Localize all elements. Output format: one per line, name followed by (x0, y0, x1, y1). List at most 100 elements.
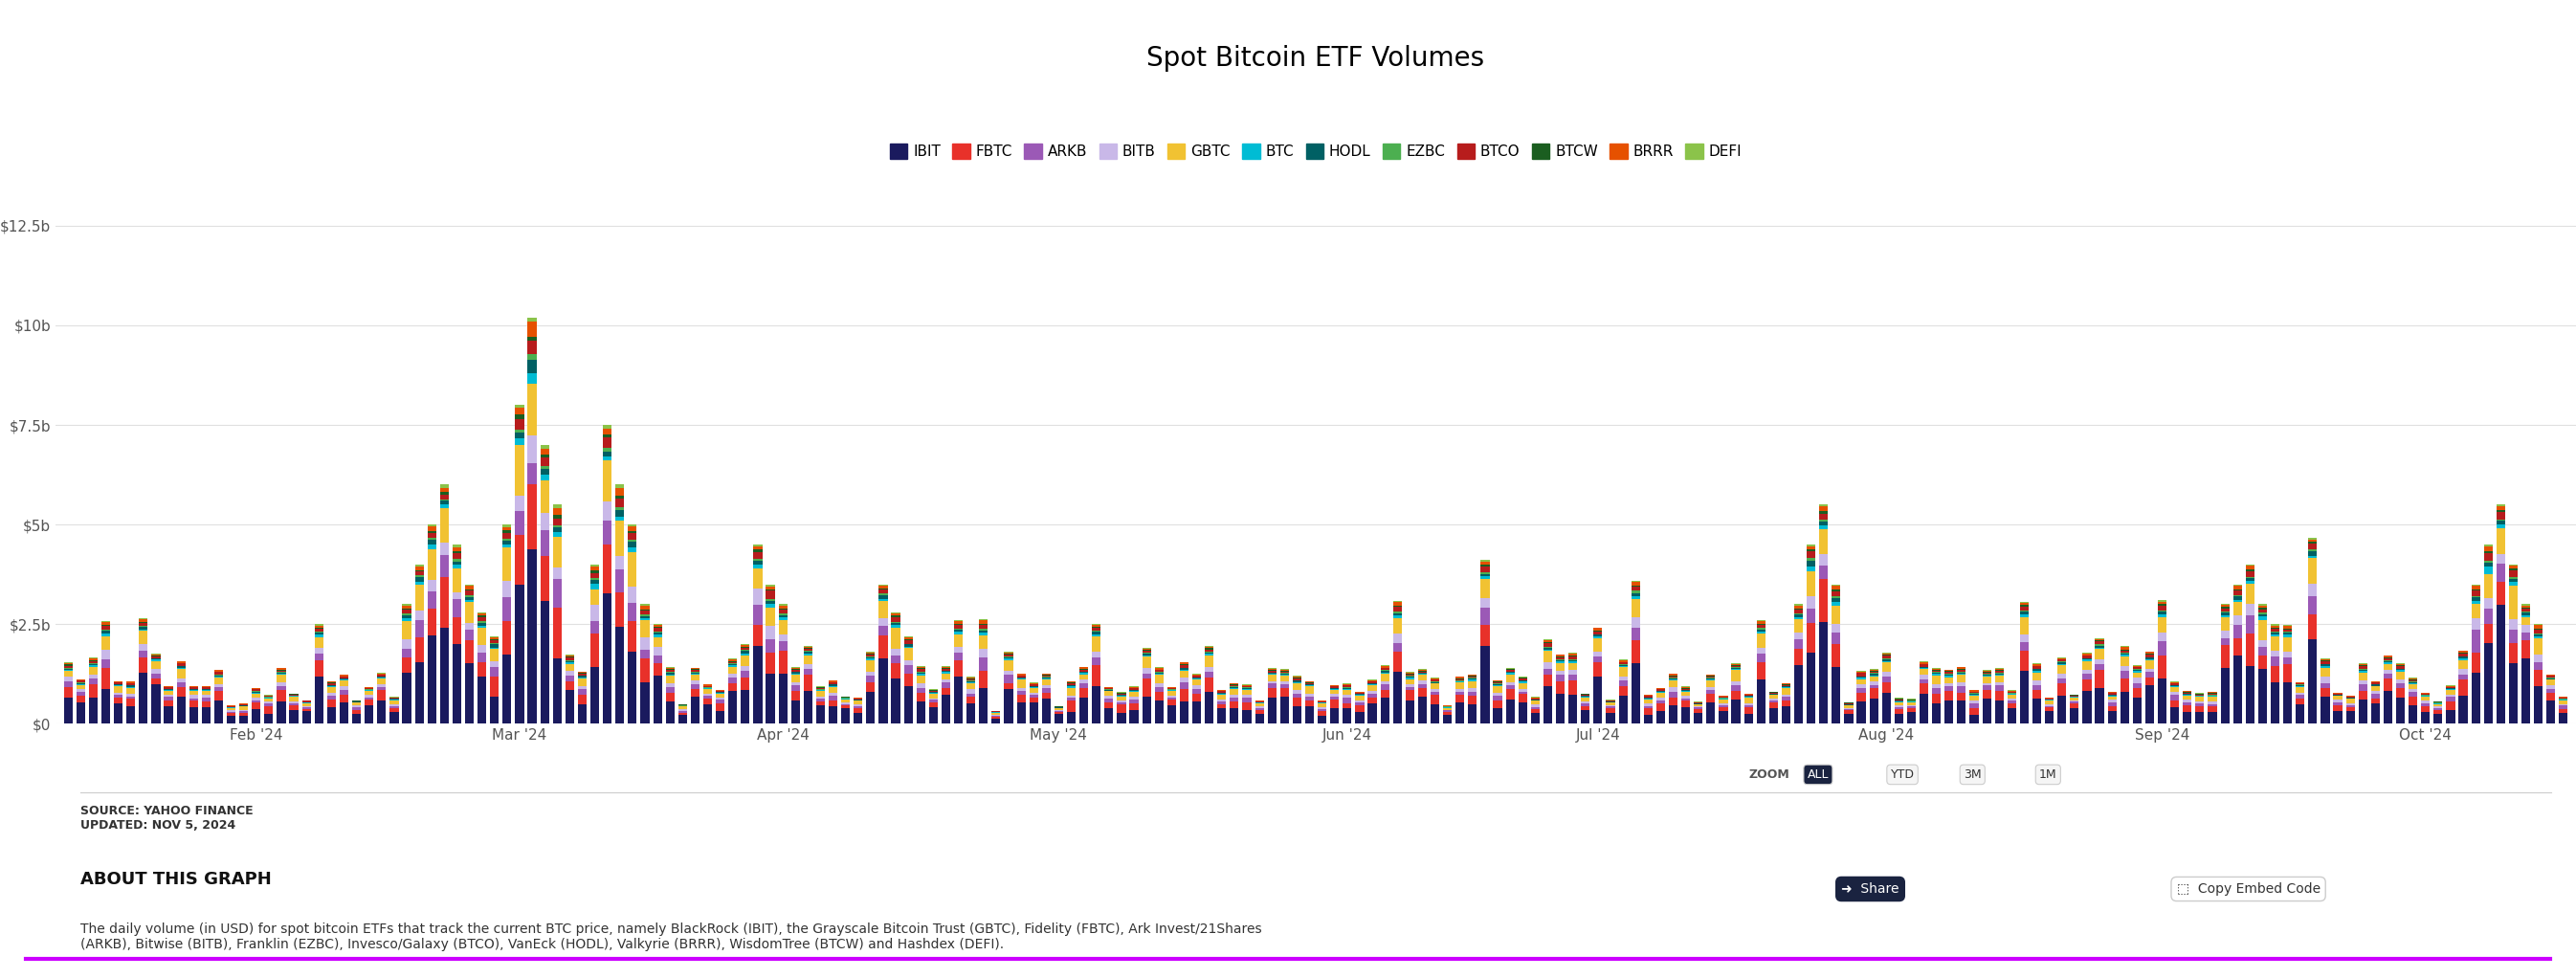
Bar (891, 623, 899, 625)
Bar (1455, 677, 1463, 679)
Bar (541, 445, 549, 449)
Bar (904, 645, 912, 646)
Bar (1280, 689, 1288, 696)
Bar (1417, 689, 1427, 696)
Bar (100, 634, 111, 637)
Bar (489, 637, 500, 640)
Bar (214, 701, 224, 724)
Bar (327, 707, 335, 724)
Bar (953, 625, 963, 628)
Bar (690, 668, 701, 669)
Bar (64, 681, 72, 688)
Bar (1394, 634, 1401, 643)
Bar (1971, 690, 1978, 691)
Bar (1656, 703, 1664, 711)
Bar (1054, 712, 1064, 714)
Bar (1180, 701, 1188, 724)
Bar (1494, 683, 1502, 684)
Bar (1984, 676, 1991, 677)
Bar (616, 499, 623, 508)
Bar (477, 615, 487, 617)
Bar (690, 672, 701, 674)
Bar (1883, 661, 1891, 662)
Bar (2146, 658, 2154, 659)
Bar (1556, 681, 1564, 694)
Bar (2470, 603, 2481, 618)
Bar (765, 640, 775, 652)
Bar (2081, 674, 2092, 680)
Bar (1530, 713, 1540, 724)
Bar (1242, 687, 1252, 688)
Bar (1131, 697, 1139, 699)
Bar (64, 677, 72, 681)
Bar (2120, 652, 2128, 653)
Bar (152, 673, 160, 678)
Bar (564, 661, 574, 662)
Bar (2458, 659, 2468, 660)
Bar (2259, 608, 2267, 609)
Bar (1669, 681, 1677, 688)
Bar (590, 590, 600, 604)
Bar (1806, 566, 1816, 571)
Bar (1793, 604, 1803, 605)
Bar (1945, 678, 1953, 683)
Bar (1005, 654, 1012, 656)
Bar (603, 594, 611, 724)
Bar (829, 688, 837, 692)
Bar (1932, 673, 1940, 674)
Bar (389, 704, 399, 706)
Bar (1141, 656, 1151, 668)
Bar (541, 556, 549, 601)
Bar (2558, 700, 2568, 704)
Bar (2509, 619, 2517, 629)
Bar (376, 684, 386, 687)
Bar (1355, 705, 1365, 712)
Bar (2172, 688, 2179, 692)
Bar (88, 697, 98, 724)
Bar (2321, 668, 2329, 677)
Bar (2370, 698, 2380, 703)
Bar (1054, 714, 1064, 724)
Bar (866, 660, 876, 672)
Bar (1468, 695, 1476, 704)
Bar (1984, 673, 1991, 674)
Bar (1932, 676, 1940, 685)
Bar (2221, 615, 2228, 617)
Bar (1494, 695, 1502, 700)
Bar (603, 544, 611, 594)
Bar (1381, 685, 1388, 689)
Bar (2483, 554, 2494, 560)
Bar (1218, 691, 1226, 692)
Bar (2383, 658, 2393, 660)
Bar (515, 405, 523, 408)
Bar (1883, 683, 1891, 692)
Bar (992, 717, 999, 719)
Bar (1618, 681, 1628, 687)
Bar (1669, 676, 1677, 678)
Bar (2120, 650, 2128, 652)
Bar (1280, 674, 1288, 675)
Bar (904, 640, 912, 644)
Bar (979, 619, 989, 620)
Bar (1180, 668, 1188, 670)
Bar (402, 657, 412, 673)
Bar (1406, 690, 1414, 700)
Bar (917, 674, 925, 675)
Bar (314, 660, 325, 676)
Bar (1394, 613, 1401, 615)
Bar (765, 652, 775, 674)
Bar (853, 706, 863, 708)
Bar (2259, 613, 2267, 614)
Bar (1958, 701, 1965, 724)
Bar (77, 703, 85, 724)
Bar (2458, 680, 2468, 695)
Bar (126, 684, 134, 685)
Bar (665, 675, 675, 683)
Bar (2094, 645, 2105, 647)
Bar (1994, 700, 2004, 724)
Bar (2334, 711, 2342, 724)
Bar (515, 496, 523, 511)
Bar (402, 608, 412, 609)
Bar (126, 696, 134, 698)
Bar (866, 691, 876, 724)
